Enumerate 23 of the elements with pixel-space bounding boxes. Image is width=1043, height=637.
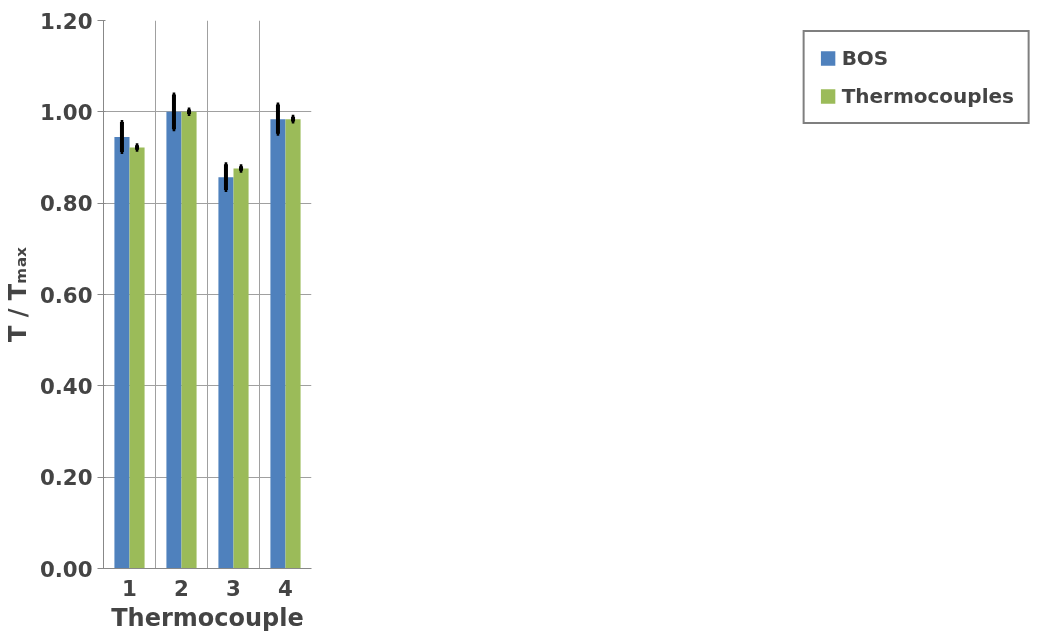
bar: [181, 111, 197, 569]
y-tick-label: 1.20: [39, 8, 93, 34]
y-tick-label: 0.00: [39, 556, 93, 582]
legend-label: Thermocouples: [841, 84, 1014, 108]
x-tick-label: 2: [174, 575, 189, 601]
bar: [166, 111, 182, 569]
y-tick-label: 0.40: [39, 373, 93, 399]
x-tick-label: 3: [226, 575, 241, 601]
x-tick-label: 4: [278, 575, 293, 601]
y-tick-label: 0.60: [39, 282, 93, 308]
bar: [285, 119, 301, 569]
bar: [233, 168, 249, 569]
x-tick-label: 1: [122, 575, 137, 601]
y-tick-label: 0.80: [39, 191, 93, 217]
x-axis-title: Thermocouple: [111, 603, 304, 632]
y-tick-label: 1.00: [39, 99, 93, 125]
bar: [129, 147, 145, 569]
bar: [270, 119, 286, 569]
y-axis-title: T / Tₘₐₓ: [3, 246, 32, 343]
bar: [114, 136, 130, 569]
bar: [218, 177, 234, 569]
y-tick-label: 0.20: [39, 465, 93, 491]
legend-label: BOS: [841, 46, 889, 70]
